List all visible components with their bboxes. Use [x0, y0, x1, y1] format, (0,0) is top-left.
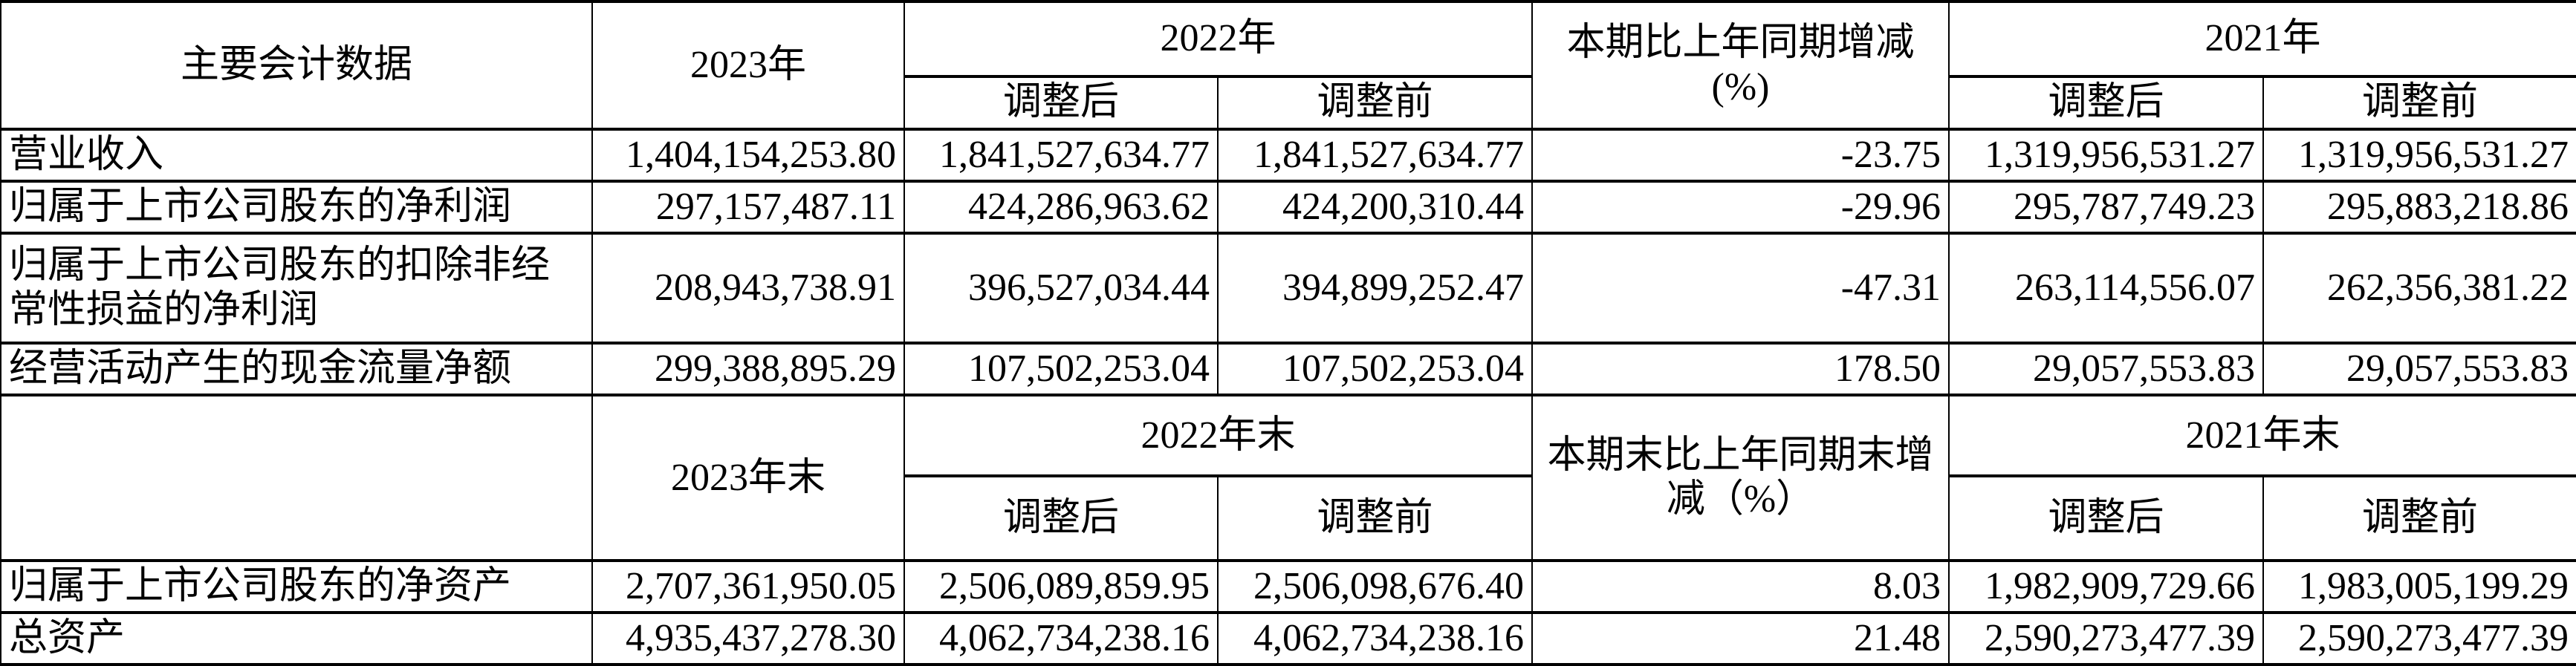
cell: 1,841,527,634.77 — [1216, 127, 1534, 183]
header2-2021-adjusted-before: 调整前 — [2262, 474, 2576, 562]
table-row: 归属于上市公司股东的扣除非经常性损益的净利润 208,943,738.91 39… — [0, 232, 2576, 345]
cell: 107,502,253.04 — [903, 342, 1219, 397]
header-2023: 2023年 — [591, 0, 905, 131]
header-change: 本期比上年同期增减(%) — [1531, 0, 1950, 131]
cell: 208,943,738.91 — [591, 232, 905, 345]
cell: 1,983,005,199.29 — [2262, 558, 2576, 614]
header-row: 主要会计数据 2023年 2022年 本期比上年同期增减(%) 2021年 — [0, 0, 2576, 131]
table-row: 归属于上市公司股东的净利润 297,157,487.11 424,286,963… — [0, 180, 2576, 235]
header2-label — [0, 394, 593, 562]
table-row: 归属于上市公司股东的净资产 2,707,361,950.05 2,506,089… — [0, 558, 2576, 614]
cell: 396,527,034.44 — [903, 232, 1219, 345]
cell: -47.31 — [1531, 232, 1950, 345]
header-2022: 2022年 — [903, 0, 1534, 78]
cell: 1,319,956,531.27 — [2262, 127, 2576, 183]
row-label: 经营活动产生的现金流量净额 — [0, 342, 593, 397]
cell: 21.48 — [1531, 610, 1950, 666]
row-label: 总资产 — [0, 610, 593, 666]
cell: -29.96 — [1531, 180, 1950, 235]
cell: 2,506,089,859.95 — [903, 558, 1219, 614]
cell: 424,286,963.62 — [903, 180, 1219, 235]
cell: 1,319,956,531.27 — [1948, 127, 2265, 183]
header2-2022-adjusted-before: 调整前 — [1216, 474, 1534, 562]
header-2022-adjusted-after: 调整后 — [903, 74, 1219, 131]
table-row: 营业收入 1,404,154,253.80 1,841,527,634.77 1… — [0, 127, 2576, 183]
header2-2021: 2021年末 — [1948, 394, 2576, 478]
table-row: 经营活动产生的现金流量净额 299,388,895.29 107,502,253… — [0, 342, 2576, 397]
cell: -23.75 — [1531, 127, 1950, 183]
cell: 299,388,895.29 — [591, 342, 905, 397]
header2-2022: 2022年末 — [903, 394, 1534, 478]
cell: 2,707,361,950.05 — [591, 558, 905, 614]
header2-2022-adjusted-after: 调整后 — [903, 474, 1219, 562]
row-label: 归属于上市公司股东的净利润 — [0, 180, 593, 235]
header2-change: 本期末比上年同期末增减（%） — [1531, 394, 1950, 562]
header-2021-adjusted-after: 调整后 — [1948, 74, 2265, 131]
row-label: 归属于上市公司股东的扣除非经常性损益的净利润 — [0, 232, 593, 345]
cell: 4,935,437,278.30 — [591, 610, 905, 666]
cell: 2,590,273,477.39 — [2262, 610, 2576, 666]
cell: 29,057,553.83 — [2262, 342, 2576, 397]
header-2021-adjusted-before: 调整前 — [2262, 74, 2576, 131]
subheader-row: 调整后 调整前 调整后 调整前 — [1, 74, 2576, 131]
cell: 8.03 — [1531, 558, 1950, 614]
header-2022-adjusted-before: 调整前 — [1216, 74, 1534, 131]
row-label: 营业收入 — [0, 127, 593, 183]
cell: 424,200,310.44 — [1216, 180, 1534, 235]
cell: 4,062,734,238.16 — [903, 610, 1219, 666]
cell: 2,506,098,676.40 — [1216, 558, 1534, 614]
cell: 1,841,527,634.77 — [903, 127, 1219, 183]
header-2021: 2021年 — [1948, 0, 2576, 78]
cell: 2,590,273,477.39 — [1948, 610, 2265, 666]
cell: 1,404,154,253.80 — [591, 127, 905, 183]
cell: 178.50 — [1531, 342, 1950, 397]
cell: 262,356,381.22 — [2262, 232, 2576, 345]
cell: 29,057,553.83 — [1948, 342, 2265, 397]
cell: 1,982,909,729.66 — [1948, 558, 2265, 614]
cell: 394,899,252.47 — [1216, 232, 1534, 345]
table-row: 总资产 4,935,437,278.30 4,062,734,238.16 4,… — [0, 610, 2576, 666]
header-row-2: 2023年末 2022年末 本期末比上年同期末增减（%） 2021年末 — [0, 394, 2576, 562]
header2-2021-adjusted-after: 调整后 — [1948, 474, 2265, 562]
cell: 295,787,749.23 — [1948, 180, 2265, 235]
cell: 107,502,253.04 — [1216, 342, 1534, 397]
row-label: 归属于上市公司股东的净资产 — [0, 558, 593, 614]
cell: 263,114,556.07 — [1948, 232, 2265, 345]
cell: 295,883,218.86 — [2262, 180, 2576, 235]
cell: 4,062,734,238.16 — [1216, 610, 1534, 666]
header-label: 主要会计数据 — [0, 0, 593, 131]
header2-2023: 2023年末 — [591, 394, 905, 562]
subheader-row-2: 调整后 调整前 调整后 调整前 — [1, 474, 2576, 562]
cell: 297,157,487.11 — [591, 180, 905, 235]
